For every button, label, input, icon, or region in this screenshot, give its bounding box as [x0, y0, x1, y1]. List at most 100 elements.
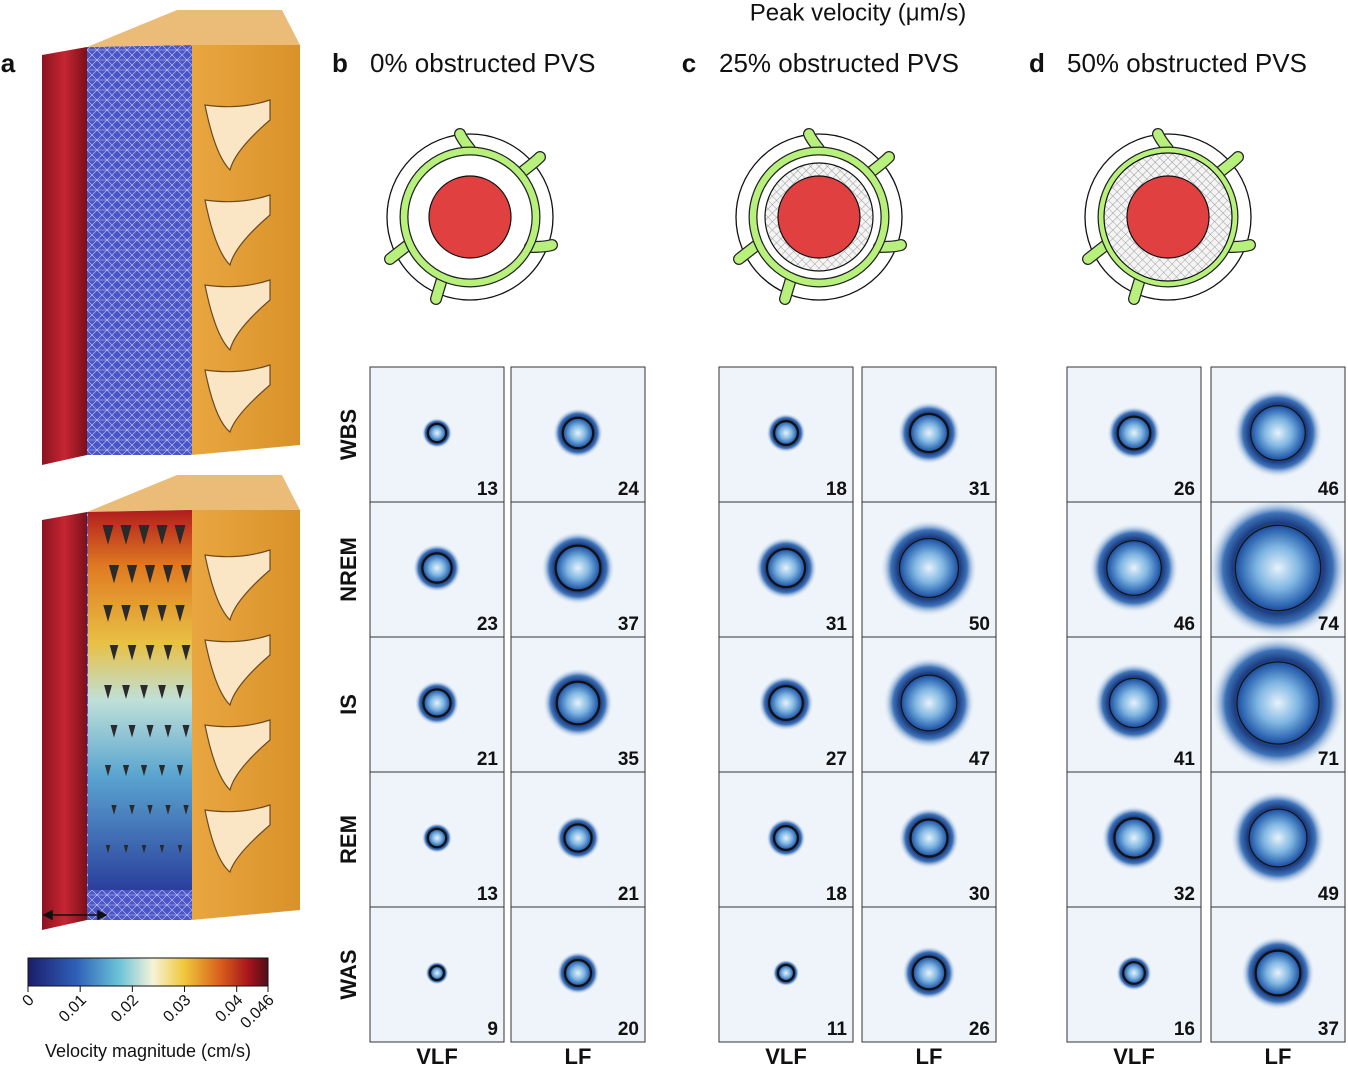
velocity-profile: [1241, 936, 1315, 1010]
cell-border: [369, 906, 505, 1043]
vessel-ring: [1236, 661, 1320, 745]
velocity-blob: [1107, 406, 1161, 460]
peak-value: 37: [618, 614, 639, 635]
row-label: IS: [336, 694, 361, 715]
peak-value: 9: [487, 1019, 498, 1040]
column-label: LF: [565, 1044, 592, 1069]
vessel-ring: [1113, 817, 1155, 859]
vessel-ring: [908, 412, 950, 454]
velocity-blob: [1230, 790, 1326, 886]
velocity-profile: [766, 413, 806, 453]
column-label: VLF: [416, 1044, 458, 1069]
vessel-ring: [1234, 524, 1322, 612]
row-label: NREM: [336, 537, 361, 602]
vessel-ring: [426, 422, 448, 444]
velocity-profile: [898, 807, 960, 869]
vessel-ring: [1254, 949, 1302, 997]
panel-letter: d: [1029, 48, 1045, 78]
velocity-blob: [1093, 662, 1175, 744]
vessel-ring: [1248, 808, 1308, 868]
peak-value: 74: [1318, 614, 1340, 635]
vessel-ring: [1122, 961, 1146, 985]
velocity-blob: [414, 680, 460, 726]
velocity-profile: [754, 536, 818, 600]
velocity-profile: [883, 657, 975, 749]
vessel-ring: [1106, 540, 1162, 596]
pvs-diagram: [736, 134, 902, 300]
velocity-profile: [541, 531, 615, 605]
velocity-profile: [425, 961, 449, 985]
vessel-ring: [776, 963, 796, 983]
velocity-blob: [898, 807, 960, 869]
peak-value: 47: [969, 749, 990, 770]
peak-value: 21: [477, 749, 499, 770]
velocity-profile: [1116, 955, 1152, 991]
velocity-blob: [421, 417, 453, 449]
velocity-blob: [541, 531, 615, 605]
velocity-blob: [1211, 502, 1345, 637]
velocity-profile: [772, 959, 800, 987]
vessel-ring: [1250, 405, 1306, 461]
peak-value: 23: [477, 614, 498, 635]
peak-value: 31: [826, 614, 848, 635]
vessel-ring: [765, 547, 807, 589]
peak-value: 49: [1318, 884, 1339, 905]
vessel-ring: [909, 818, 949, 858]
peak-value: 31: [969, 479, 991, 500]
pvs-diagram: [1085, 134, 1251, 300]
velocity-blob: [883, 657, 975, 749]
peak-value: 46: [1174, 614, 1195, 635]
velocity-blob: [556, 951, 600, 995]
vessel-ring: [898, 537, 960, 599]
velocity-blob: [1088, 522, 1180, 614]
velocity-blob: [902, 946, 956, 1000]
cell-border: [1210, 906, 1346, 1043]
peak-value: 13: [477, 884, 498, 905]
peak-value: 37: [1318, 1019, 1339, 1040]
velocity-profile: [1232, 387, 1324, 479]
panel-title: 50% obstructed PVS: [1067, 48, 1307, 78]
scale-arrow: [42, 909, 108, 921]
velocity-profile: [758, 675, 814, 731]
velocity-profile: [1211, 637, 1345, 771]
vessel-ring: [772, 420, 799, 447]
vessel-ring: [561, 416, 595, 450]
velocity-profile: [1107, 406, 1161, 460]
column-label: VLF: [1113, 1044, 1155, 1069]
velocity-profile: [1211, 502, 1345, 637]
pvs-diagram: [387, 134, 553, 300]
colorbar: [27, 957, 269, 987]
vessel-ring: [421, 552, 453, 584]
row-label: WBS: [336, 409, 361, 460]
mesh-model: [42, 10, 300, 465]
peak-value: 11: [827, 1019, 848, 1040]
vessel-ring: [422, 688, 452, 718]
peak-value: 30: [969, 884, 990, 905]
velocity-blob: [1116, 955, 1152, 991]
velocity-blob: [766, 818, 806, 858]
cell-border: [718, 906, 854, 1043]
panel-title: 25% obstructed PVS: [719, 48, 959, 78]
colorbar-tick-label: 0.046: [237, 992, 277, 1032]
velocity-blob: [421, 822, 453, 854]
velocity-profile: [902, 946, 956, 1000]
vessel-ring: [1108, 677, 1160, 729]
velocity-profile: [542, 667, 614, 739]
velocity-blob: [1101, 805, 1167, 871]
vessel-ring: [911, 955, 947, 991]
vessel-ring: [768, 685, 804, 721]
colorbar-tick-label: 0.03: [160, 992, 194, 1026]
flow-model: [42, 475, 300, 930]
peak-value: 35: [618, 749, 640, 770]
velocity-profile: [552, 407, 604, 459]
vessel-ring: [554, 544, 602, 592]
vessel-ring: [426, 827, 448, 849]
velocity-blob: [754, 536, 818, 600]
peak-value: 16: [1174, 1019, 1195, 1040]
peak-value: 27: [826, 749, 847, 770]
peak-value: 41: [1174, 749, 1196, 770]
velocity-profile: [897, 401, 961, 465]
cell-border: [510, 906, 646, 1043]
column-label: LF: [916, 1044, 943, 1069]
peak-value: 24: [618, 479, 640, 500]
